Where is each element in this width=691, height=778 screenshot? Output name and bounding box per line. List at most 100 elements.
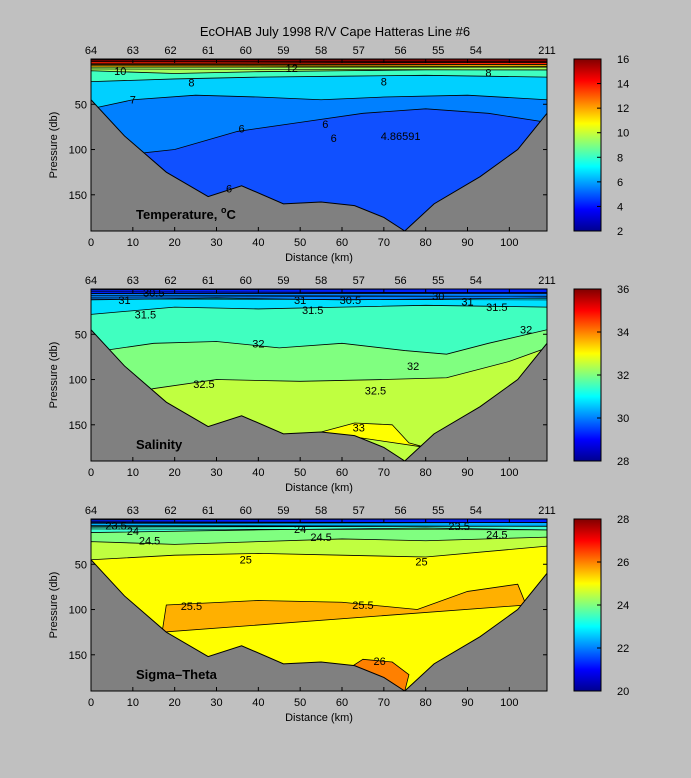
contour-label: 25.5 bbox=[181, 601, 202, 613]
x-tick-label: 70 bbox=[378, 467, 390, 479]
station-label: 61 bbox=[202, 275, 214, 287]
y-tick-label: 150 bbox=[69, 420, 87, 432]
x-tick-label: 50 bbox=[294, 237, 306, 249]
contour-label: 8 bbox=[381, 77, 387, 89]
surface-contour-line bbox=[91, 292, 547, 294]
x-tick-label: 40 bbox=[252, 237, 264, 249]
contour-label: 31.5 bbox=[486, 302, 507, 314]
panel-label: Salinity bbox=[136, 437, 183, 452]
colorbar-tick-label: 4 bbox=[617, 201, 623, 213]
x-tick-label: 10 bbox=[127, 697, 139, 709]
x-tick-label: 90 bbox=[461, 237, 473, 249]
surface-contour-line bbox=[91, 62, 547, 64]
x-tick-label: 100 bbox=[500, 467, 518, 479]
x-tick-label: 80 bbox=[420, 697, 432, 709]
colorbar-tick-label: 28 bbox=[617, 514, 629, 526]
x-tick-label: 0 bbox=[88, 237, 94, 249]
contour-label: 30 bbox=[432, 291, 444, 303]
x-tick-label: 90 bbox=[461, 697, 473, 709]
x-tick-label: 90 bbox=[461, 467, 473, 479]
contour-label: 31 bbox=[294, 295, 306, 307]
contour-label: 25.5 bbox=[352, 600, 373, 612]
colorbar-tick-label: 14 bbox=[617, 79, 629, 91]
x-tick-label: 80 bbox=[420, 467, 432, 479]
y-tick-label: 150 bbox=[69, 190, 87, 202]
x-tick-label: 70 bbox=[378, 237, 390, 249]
contour-label: 33 bbox=[353, 423, 365, 435]
colorbar-tick-label: 32 bbox=[617, 370, 629, 382]
y-tick-label: 100 bbox=[69, 145, 87, 157]
station-label: 58 bbox=[315, 505, 327, 517]
axes-frame bbox=[90, 288, 548, 462]
station-label: 59 bbox=[277, 505, 289, 517]
contour-band bbox=[320, 422, 426, 448]
colorbar-tick-label: 6 bbox=[617, 177, 623, 189]
station-label: 56 bbox=[394, 505, 406, 517]
surface-contour-line bbox=[91, 68, 547, 71]
station-label: 54 bbox=[470, 505, 482, 517]
y-tick-label: 50 bbox=[75, 559, 87, 571]
x-tick-label: 60 bbox=[336, 467, 348, 479]
x-tick-label: 40 bbox=[252, 697, 264, 709]
y-axis-label: Pressure (db) bbox=[48, 572, 60, 639]
x-tick-label: 30 bbox=[210, 237, 222, 249]
station-label: 62 bbox=[164, 275, 176, 287]
contour-label: 26 bbox=[374, 656, 386, 668]
panel-label-sup: o bbox=[221, 205, 227, 215]
x-tick-label: 80 bbox=[420, 237, 432, 249]
panel-label: Sigma–Theta bbox=[136, 667, 218, 682]
contour-label: 7 bbox=[130, 95, 136, 107]
contour-label: 30.5 bbox=[143, 288, 164, 300]
x-tick-label: 40 bbox=[252, 467, 264, 479]
surface-contour-line bbox=[91, 528, 547, 531]
x-tick-label: 0 bbox=[88, 467, 94, 479]
seafloor-profile bbox=[91, 99, 547, 231]
y-axis-label: Pressure (db) bbox=[48, 342, 60, 409]
seafloor-profile bbox=[91, 559, 547, 691]
station-label: 63 bbox=[127, 505, 139, 517]
contour-label: 4.86591 bbox=[381, 131, 421, 143]
contour-label: 25 bbox=[240, 555, 252, 567]
colorbar-tick-label: 24 bbox=[617, 600, 629, 612]
x-tick-label: 20 bbox=[169, 697, 181, 709]
station-label: 54 bbox=[470, 45, 482, 57]
station-label: 63 bbox=[127, 45, 139, 57]
contour-label: 12 bbox=[286, 63, 298, 75]
station-label: 64 bbox=[85, 45, 97, 57]
surface-contour-line bbox=[91, 298, 547, 301]
colorbar bbox=[573, 58, 602, 232]
contour-label: 23.5 bbox=[105, 520, 126, 532]
station-label: 56 bbox=[394, 275, 406, 287]
x-axis-label: Distance (km) bbox=[285, 482, 353, 494]
station-label: 58 bbox=[315, 275, 327, 287]
x-tick-label: 10 bbox=[127, 237, 139, 249]
station-label: 211 bbox=[538, 275, 556, 287]
y-tick-label: 50 bbox=[75, 329, 87, 341]
station-label: 55 bbox=[432, 275, 444, 287]
contour-label: 6 bbox=[226, 183, 232, 195]
contour-label: 32.5 bbox=[365, 385, 386, 397]
x-tick-label: 20 bbox=[169, 237, 181, 249]
colorbar-tick-label: 30 bbox=[617, 413, 629, 425]
colorbar bbox=[573, 518, 602, 692]
figure-title: EcOHAB July 1998 R/V Cape Hatteras Line … bbox=[200, 24, 470, 39]
x-axis-label: Distance (km) bbox=[285, 712, 353, 724]
colorbar-tick-label: 16 bbox=[617, 54, 629, 66]
x-tick-label: 50 bbox=[294, 467, 306, 479]
station-label: 55 bbox=[432, 45, 444, 57]
panel-label: Temperature, oC bbox=[136, 205, 237, 222]
colorbar-tick-label: 36 bbox=[617, 284, 629, 296]
station-label: 57 bbox=[353, 505, 365, 517]
station-label: 54 bbox=[470, 275, 482, 287]
station-label: 64 bbox=[85, 505, 97, 517]
panel-label-text: Temperature, bbox=[136, 207, 221, 222]
seafloor-profile bbox=[91, 329, 547, 461]
panel-label-text: Salinity bbox=[136, 437, 183, 452]
colorbar-tick-label: 8 bbox=[617, 152, 623, 164]
station-label: 56 bbox=[394, 45, 406, 57]
station-label: 58 bbox=[315, 45, 327, 57]
y-axis-label: Pressure (db) bbox=[48, 112, 60, 179]
